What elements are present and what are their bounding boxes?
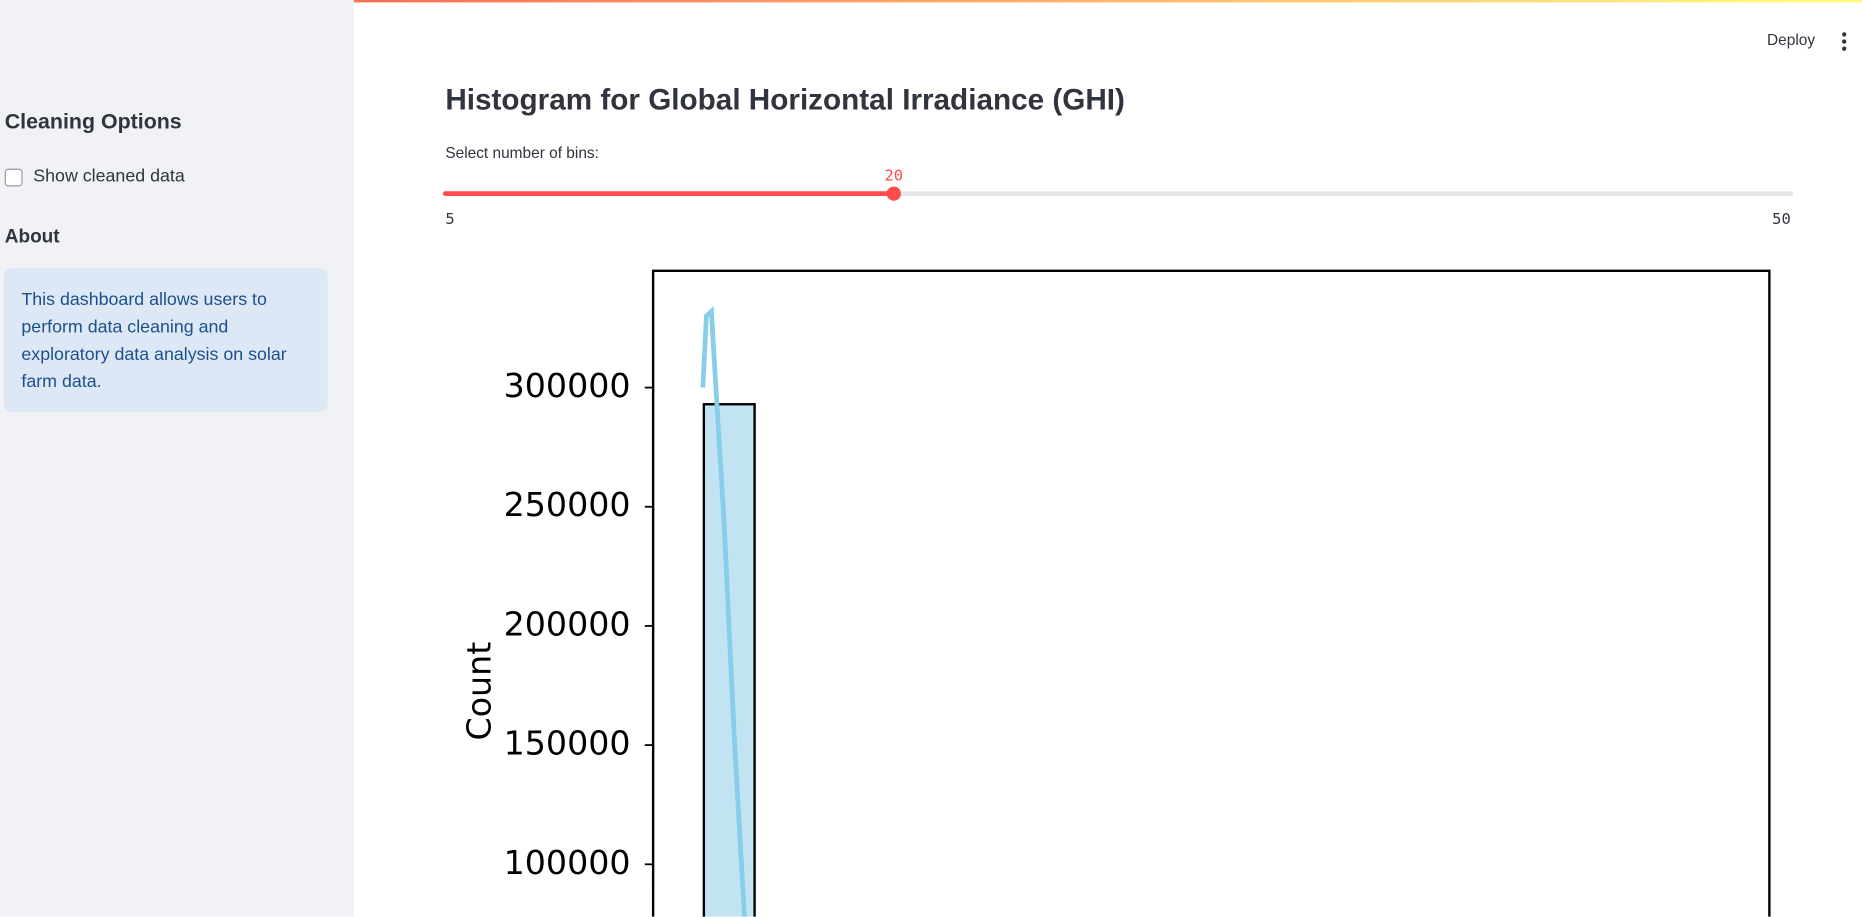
- about-text: This dashboard allows users to perform d…: [3, 268, 328, 413]
- sidebar: Cleaning Options Show cleaned data About…: [0, 0, 354, 917]
- y-tick-label: 150000: [504, 724, 631, 763]
- menu-icon[interactable]: [1838, 31, 1850, 52]
- kde-line: [700, 306, 747, 917]
- y-tick-label: 200000: [504, 604, 631, 643]
- slider-min: 5: [445, 210, 454, 228]
- deploy-button[interactable]: Deploy: [1767, 30, 1816, 49]
- sidebar-heading: Cleaning Options: [4, 109, 182, 133]
- y-axis-label: Count: [459, 642, 498, 741]
- top-bar: [0, 0, 1862, 3]
- slider-max: 50: [1772, 210, 1791, 228]
- page-title: Histogram for Global Horizontal Irradian…: [445, 83, 1125, 117]
- checkbox-label[interactable]: Show cleaned data: [33, 166, 185, 187]
- plot-frame: [651, 269, 1771, 917]
- slider-value: 20: [885, 166, 904, 184]
- checkbox[interactable]: [4, 168, 23, 187]
- slider-thumb[interactable]: [886, 186, 901, 201]
- y-tick-label: 300000: [504, 366, 631, 405]
- slider-label: Select number of bins:: [445, 143, 599, 162]
- y-tick-label: 250000: [504, 485, 631, 524]
- y-tick-label: 100000: [504, 843, 631, 882]
- about-heading: About: [4, 226, 60, 247]
